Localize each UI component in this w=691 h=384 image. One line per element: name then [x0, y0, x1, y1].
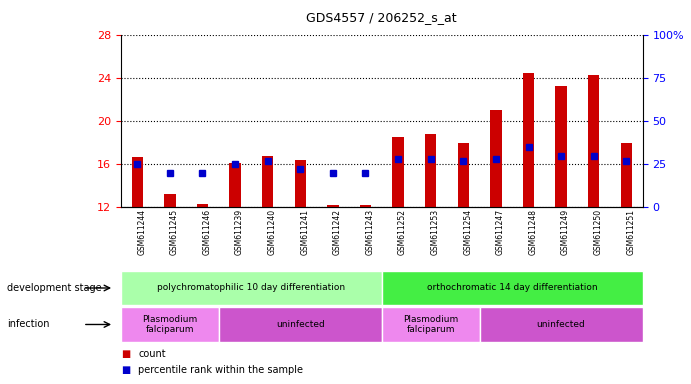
Bar: [121, 271, 382, 305]
Text: percentile rank within the sample: percentile rank within the sample: [138, 364, 303, 375]
Bar: [523, 73, 534, 207]
Bar: [621, 142, 632, 207]
Text: infection: infection: [7, 319, 50, 329]
Text: polychromatophilic 10 day differentiation: polychromatophilic 10 day differentiatio…: [158, 283, 346, 293]
Text: ■: ■: [121, 349, 130, 359]
Text: GSM611250: GSM611250: [594, 209, 603, 255]
Bar: [219, 307, 381, 342]
Text: GSM611246: GSM611246: [202, 209, 211, 255]
Bar: [197, 204, 208, 207]
Bar: [262, 156, 274, 207]
Text: GSM611253: GSM611253: [430, 209, 439, 255]
Bar: [425, 134, 437, 207]
Text: GSM611254: GSM611254: [463, 209, 472, 255]
Text: GSM611251: GSM611251: [626, 209, 635, 255]
Text: GSM611247: GSM611247: [496, 209, 505, 255]
Text: uninfected: uninfected: [276, 320, 325, 329]
Bar: [588, 74, 599, 207]
Text: GDS4557 / 206252_s_at: GDS4557 / 206252_s_at: [307, 12, 457, 25]
Bar: [490, 110, 502, 207]
Bar: [556, 86, 567, 207]
Text: GSM611239: GSM611239: [235, 209, 244, 255]
Bar: [457, 142, 469, 207]
Text: Plasmodium
falciparum: Plasmodium falciparum: [403, 315, 458, 334]
Text: orthochromatic 14 day differentiation: orthochromatic 14 day differentiation: [427, 283, 598, 293]
Bar: [164, 194, 176, 207]
Text: GSM611241: GSM611241: [301, 209, 310, 255]
Bar: [360, 205, 371, 207]
Bar: [327, 205, 339, 207]
Text: GSM611244: GSM611244: [138, 209, 146, 255]
Text: GSM611248: GSM611248: [529, 209, 538, 255]
Text: development stage: development stage: [7, 283, 102, 293]
Text: GSM611245: GSM611245: [170, 209, 179, 255]
Bar: [131, 157, 143, 207]
Text: GSM611249: GSM611249: [561, 209, 570, 255]
Text: GSM611242: GSM611242: [333, 209, 342, 255]
Text: GSM611252: GSM611252: [398, 209, 407, 255]
Bar: [480, 307, 643, 342]
Text: uninfected: uninfected: [537, 320, 585, 329]
Bar: [382, 271, 643, 305]
Text: GSM611240: GSM611240: [267, 209, 276, 255]
Bar: [229, 163, 240, 207]
Text: count: count: [138, 349, 166, 359]
Bar: [382, 307, 480, 342]
Bar: [121, 307, 219, 342]
Text: Plasmodium
falciparum: Plasmodium falciparum: [142, 315, 198, 334]
Bar: [392, 137, 404, 207]
Text: ■: ■: [121, 364, 130, 375]
Bar: [294, 160, 306, 207]
Text: GSM611243: GSM611243: [366, 209, 375, 255]
